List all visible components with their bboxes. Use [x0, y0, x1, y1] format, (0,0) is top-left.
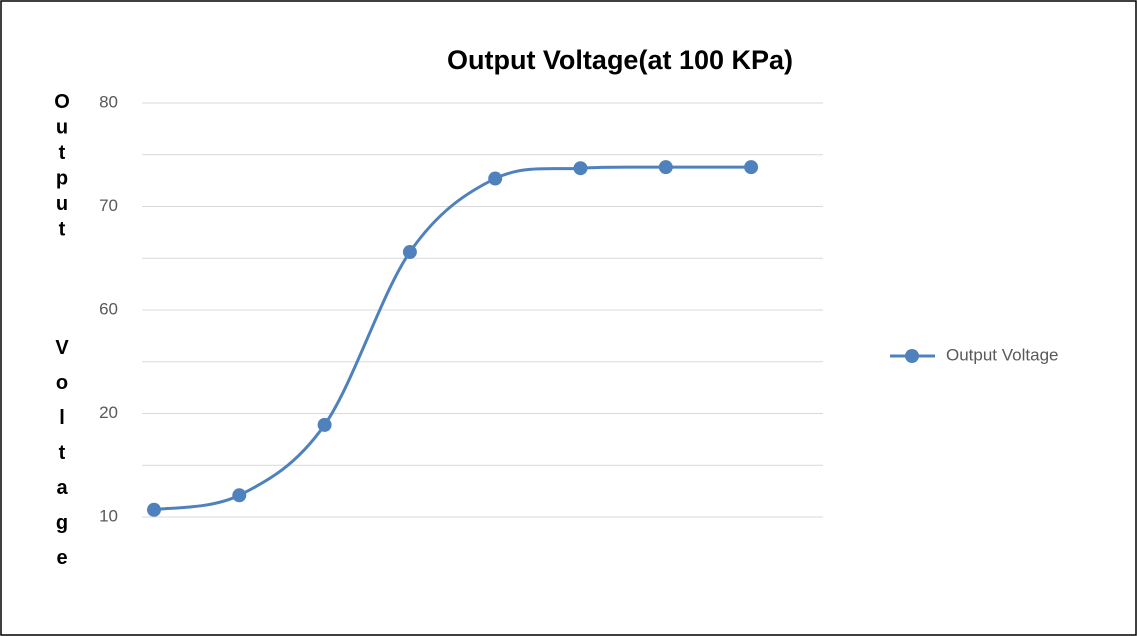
data-point	[573, 161, 588, 176]
y-axis-label-char: o	[56, 372, 68, 394]
y-axis-label-char: u	[56, 193, 68, 215]
data-point	[658, 160, 673, 175]
y-tick-label: 10	[99, 506, 118, 525]
y-axis-label-char: l	[59, 407, 65, 429]
y-axis-label-char: a	[56, 477, 68, 499]
chart-title: Output Voltage(at 100 KPa)	[447, 45, 793, 75]
y-axis-label-char: p	[56, 168, 68, 190]
data-point	[317, 417, 332, 432]
legend-label: Output Voltage	[946, 345, 1058, 364]
y-axis-label-char: V	[55, 337, 69, 359]
data-point	[402, 245, 417, 260]
data-point	[232, 488, 247, 503]
y-axis-label-char: t	[59, 142, 66, 164]
y-axis-label-char: O	[54, 91, 70, 113]
legend-marker	[905, 349, 919, 363]
y-axis-label-char: g	[56, 512, 68, 534]
data-point	[488, 171, 503, 186]
y-axis-label-char: t	[59, 442, 66, 464]
series-line	[153, 165, 752, 512]
y-tick-label: 70	[99, 196, 118, 215]
y-tick-label: 80	[99, 92, 118, 111]
y-axis-label-char: e	[56, 547, 67, 569]
y-tick-label: 60	[99, 299, 118, 318]
y-tick-label: 20	[99, 403, 118, 422]
data-point	[147, 502, 161, 517]
y-axis-label-char: u	[56, 117, 68, 139]
y-axis-label-char: t	[59, 219, 66, 241]
data-point	[744, 160, 759, 175]
